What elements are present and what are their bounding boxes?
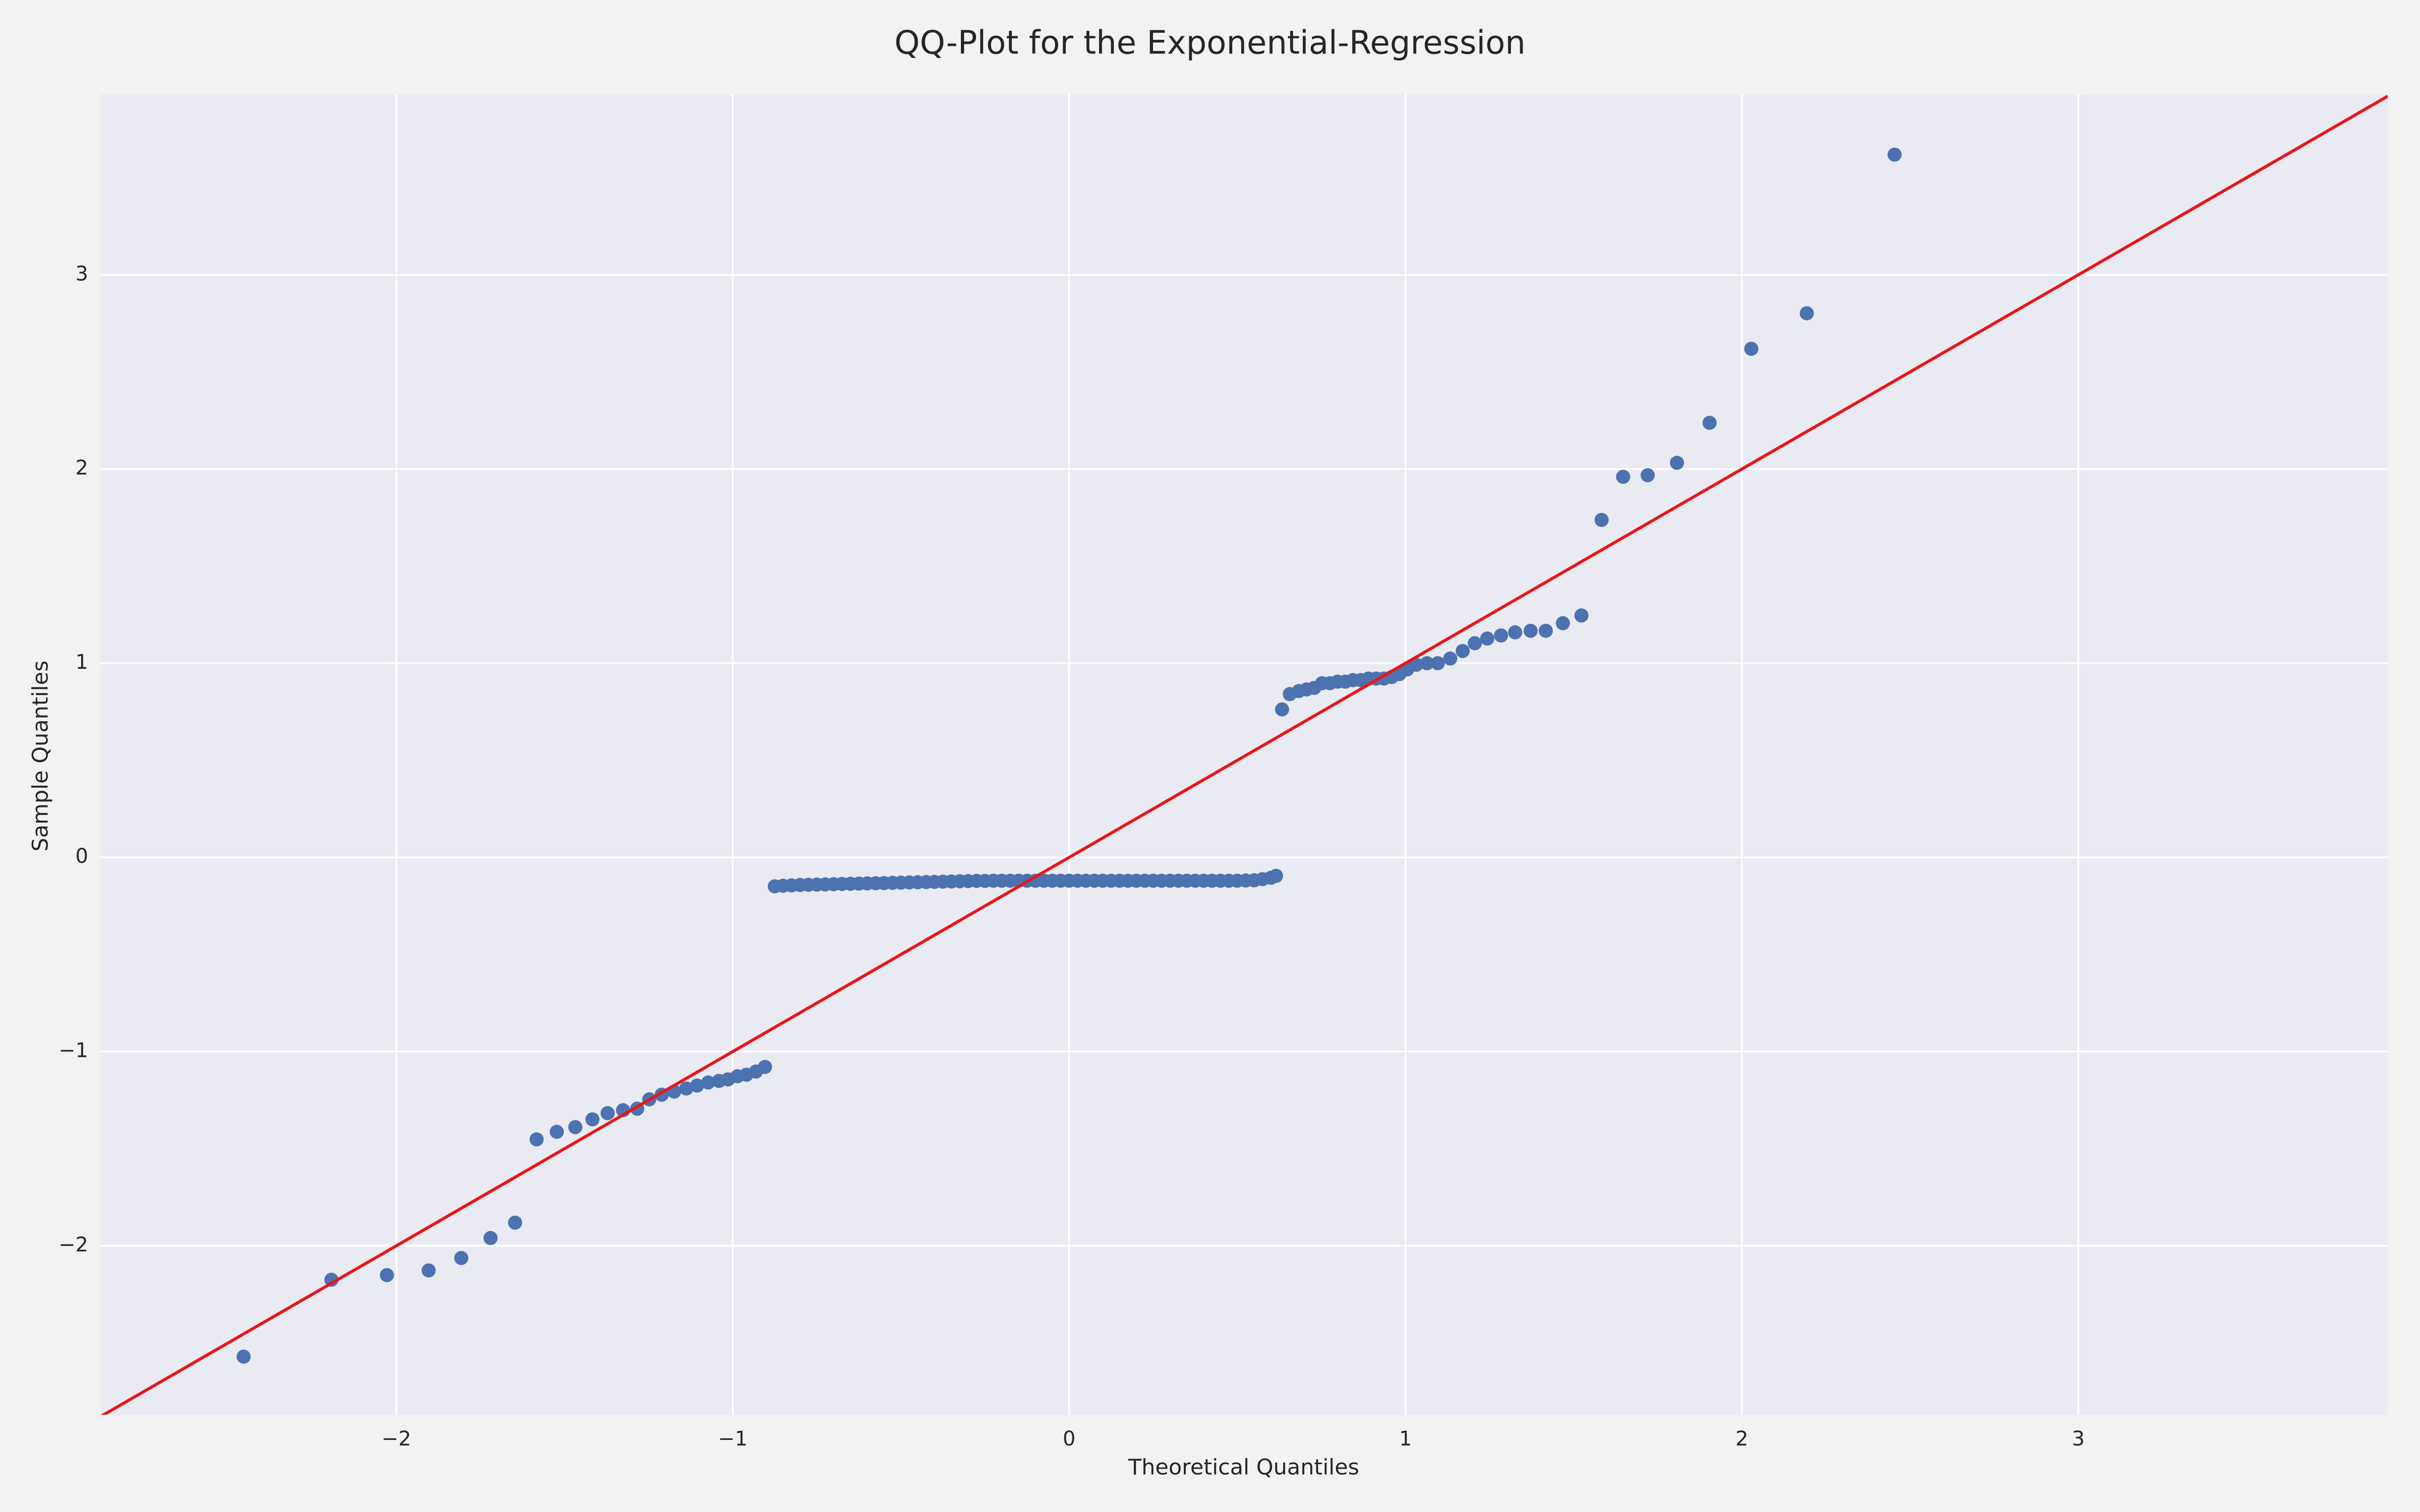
point xyxy=(1594,513,1609,527)
point xyxy=(1456,644,1470,658)
point xyxy=(1744,342,1759,356)
y-tick-label: −2 xyxy=(58,1233,88,1256)
point xyxy=(421,1263,436,1278)
point xyxy=(236,1349,251,1364)
point xyxy=(1556,616,1570,631)
point xyxy=(508,1215,522,1230)
grid xyxy=(100,94,2388,1415)
point xyxy=(1494,628,1508,643)
marks xyxy=(100,95,2388,1415)
point xyxy=(758,1059,772,1074)
point xyxy=(1887,147,1902,162)
reference-line xyxy=(100,95,2388,1415)
point xyxy=(679,1081,694,1096)
x-tick-label: 0 xyxy=(1063,1427,1075,1451)
y-tick-label: −1 xyxy=(58,1039,88,1062)
point xyxy=(1641,468,1655,482)
y-tick-label: 1 xyxy=(76,651,88,674)
point xyxy=(454,1251,468,1266)
point xyxy=(600,1106,615,1120)
y-tick-label: 2 xyxy=(76,457,88,480)
x-axis-label: Theoretical Quantiles xyxy=(1128,1455,1359,1480)
point xyxy=(1799,306,1814,321)
y-tick-label: 3 xyxy=(76,262,88,285)
point xyxy=(1468,636,1482,651)
point xyxy=(483,1231,498,1245)
point xyxy=(380,1268,394,1282)
chart-title: QQ-Plot for the Exponential-Regression xyxy=(894,25,1526,62)
point xyxy=(701,1075,715,1090)
point xyxy=(1420,656,1434,670)
point xyxy=(1574,608,1589,623)
plot-area xyxy=(100,94,2388,1415)
x-tick-label: 1 xyxy=(1399,1427,1412,1451)
point xyxy=(585,1112,600,1126)
point xyxy=(550,1124,564,1139)
point xyxy=(1480,631,1494,646)
point xyxy=(529,1132,544,1147)
point xyxy=(1670,456,1684,470)
point xyxy=(1538,623,1553,638)
y-tick-label: 0 xyxy=(76,845,88,868)
x-tick-label: 2 xyxy=(1735,1427,1748,1451)
x-tick-label: 3 xyxy=(2072,1427,2084,1451)
point xyxy=(1430,656,1445,670)
point xyxy=(1616,470,1630,484)
point xyxy=(324,1273,339,1287)
y-axis-label: Sample Quantiles xyxy=(28,660,53,851)
x-tick-label: −1 xyxy=(718,1427,748,1451)
point xyxy=(568,1120,583,1135)
point xyxy=(1702,415,1717,430)
point xyxy=(1443,651,1458,666)
point xyxy=(1508,625,1523,640)
point xyxy=(690,1078,704,1093)
point xyxy=(1409,657,1424,672)
point xyxy=(1275,702,1289,717)
x-tick-label: −2 xyxy=(382,1427,411,1451)
point xyxy=(1523,623,1538,638)
point xyxy=(1268,868,1283,883)
